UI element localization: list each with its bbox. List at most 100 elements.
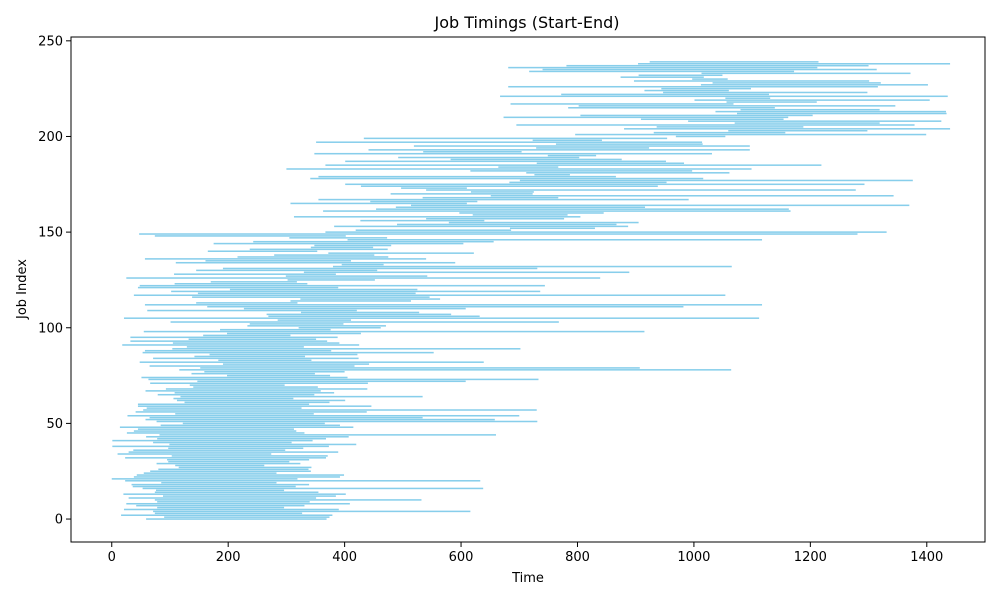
job-interval-bar (274, 254, 375, 256)
job-interval-bar (128, 451, 339, 453)
job-interval-bar (153, 510, 471, 513)
job-interval-bar (135, 411, 367, 413)
job-interval-bar (728, 129, 868, 132)
job-interval-bar (144, 304, 763, 306)
job-interval-bar (694, 99, 930, 101)
job-interval-bar (143, 330, 645, 333)
job-interval-bar (171, 290, 541, 293)
job-interval-bar (143, 472, 277, 474)
job-interval-bar (174, 273, 336, 275)
job-interval-bar (164, 516, 330, 518)
x-tick-label: 200 (216, 550, 241, 565)
job-interval-bar (146, 436, 349, 438)
job-interval-bar (123, 508, 339, 511)
chart-title: Job Timings (Start-End) (434, 13, 620, 32)
y-tick-label: 100 (38, 321, 63, 336)
job-interval-bar (509, 181, 667, 184)
y-tick-label: 250 (38, 34, 63, 49)
job-interval-bar (341, 263, 384, 266)
job-interval-bar (534, 173, 570, 176)
job-interval-bar (141, 376, 348, 379)
job-interval-bar (249, 248, 388, 251)
job-interval-bar (130, 340, 328, 342)
job-interval-bar (268, 315, 480, 318)
x-tick-label: 1400 (910, 550, 943, 565)
job-interval-bar (125, 457, 326, 459)
job-interval-bar (157, 437, 326, 440)
job-interval-bar (314, 152, 712, 155)
job-interval-bar (536, 147, 650, 149)
job-interval-bar (196, 269, 378, 272)
job-interval-bar (503, 116, 789, 119)
job-interval-bar (172, 348, 521, 350)
job-interval-bar (325, 231, 887, 233)
job-interval-bar (490, 195, 894, 197)
job-interval-bar (555, 143, 703, 145)
job-interval-bar (131, 483, 310, 486)
job-interval-bar (653, 131, 786, 134)
job-interval-bar (122, 344, 360, 346)
job-interval-bar (286, 168, 752, 170)
job-interval-bar (532, 139, 602, 142)
job-interval-bar (207, 250, 318, 253)
job-interval-bar (290, 202, 467, 205)
job-interval-bar (640, 118, 784, 121)
job-interval-bar (310, 246, 374, 249)
job-interval-bar (127, 414, 520, 417)
job-interval-bar (229, 288, 418, 291)
job-interval-bar (516, 124, 915, 126)
job-interval-bar (310, 177, 704, 180)
job-interval-bar (133, 294, 726, 297)
job-interval-bar (150, 382, 368, 384)
job-interval-bar (161, 481, 277, 484)
job-interval-bar (186, 346, 304, 348)
job-interval-bar (176, 399, 346, 402)
job-interval-bar (470, 170, 693, 172)
job-interval-bar (314, 244, 392, 247)
job-interval-bar (290, 300, 411, 302)
job-interval-bar (175, 413, 314, 415)
job-interval-bar (334, 225, 629, 228)
job-interval-bar (200, 367, 640, 369)
job-interval-bar (194, 355, 306, 358)
job-interval-bar (167, 458, 310, 461)
job-interval-bar (165, 388, 368, 390)
job-interval-bar (159, 434, 496, 436)
job-interval-bar (222, 363, 370, 365)
job-interval-bar (160, 424, 340, 427)
job-interval-bar (500, 95, 948, 98)
job-interval-bar (174, 392, 335, 394)
job-interval-bar (148, 378, 539, 381)
job-interval-bar (649, 61, 819, 63)
job-interval-bar (172, 342, 340, 344)
y-tick-label: 0 (55, 513, 63, 528)
job-interval-bar (213, 242, 464, 245)
job-interval-bar (459, 212, 604, 214)
job-interval-bar (203, 334, 291, 337)
job-interval-bar (210, 281, 297, 283)
job-interval-bar (156, 420, 538, 423)
job-interval-bar (355, 229, 512, 231)
job-interval-bar (149, 416, 423, 419)
job-interval-bar (126, 432, 305, 434)
job-interval-bar (189, 384, 285, 386)
job-interval-bar (196, 302, 298, 304)
job-interval-bar (345, 183, 865, 186)
job-interval-bar (204, 370, 345, 373)
job-interval-bar (125, 480, 481, 482)
job-interval-bar (175, 261, 456, 264)
job-interval-bar (633, 80, 870, 82)
y-axis-label: Job Index (15, 259, 30, 320)
job-interval-bar (205, 260, 352, 262)
job-interval-bar (126, 502, 350, 505)
job-interval-bar (656, 126, 804, 128)
job-interval-bar (285, 275, 428, 277)
job-interval-bar (168, 460, 290, 463)
job-interval-bar (112, 445, 329, 448)
job-interval-bar (143, 409, 537, 411)
job-interval-bar (171, 455, 328, 457)
job-interval-bar (123, 317, 760, 319)
job-interval-bar (243, 307, 466, 310)
job-interval-bar (347, 239, 763, 241)
job-interval-bar (508, 66, 818, 69)
